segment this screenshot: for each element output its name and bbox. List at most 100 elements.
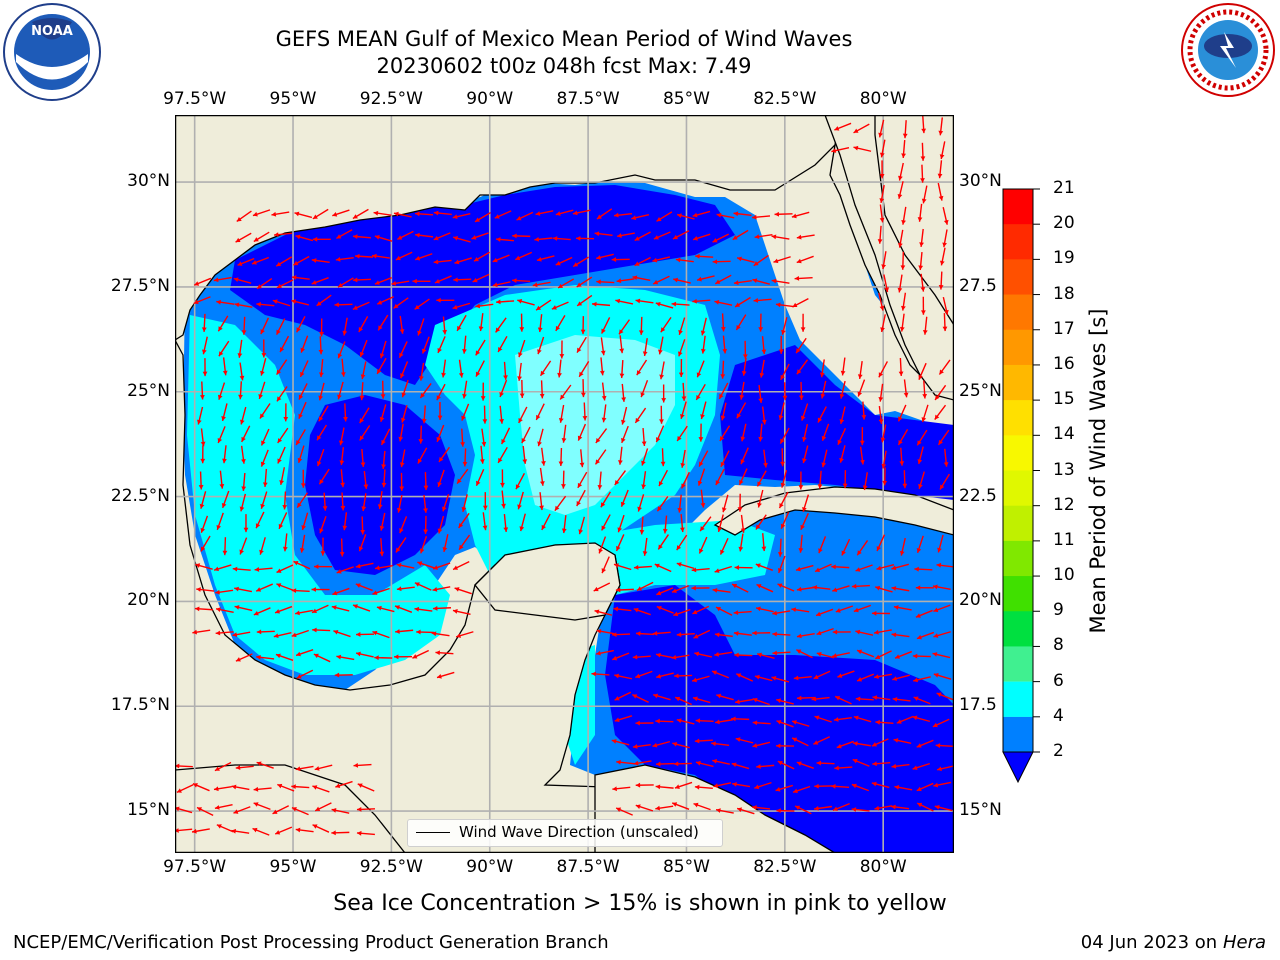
wave-direction-arrow (921, 115, 927, 134)
wave-direction-arrow (256, 302, 275, 307)
band-lt-2-west (305, 395, 455, 575)
wave-direction-arrow (535, 403, 545, 421)
wave-direction-arrow (435, 650, 454, 656)
wave-direction-arrow (232, 566, 251, 572)
wave-direction-arrow (374, 235, 393, 242)
wave-direction-arrow (693, 629, 711, 639)
wave-direction-arrow (293, 255, 310, 266)
wave-direction-arrow (482, 492, 488, 511)
wave-direction-arrow (734, 565, 753, 570)
wave-direction-arrow (312, 208, 329, 220)
lat-tick-label-left: 25°N (127, 380, 170, 401)
wave-direction-arrow (474, 212, 491, 223)
wave-direction-arrow (633, 607, 651, 616)
wave-direction-arrow (193, 296, 211, 305)
wave-direction-arrow (473, 251, 490, 262)
wave-direction-arrow (454, 587, 472, 595)
wave-direction-arrow (937, 160, 943, 179)
wave-direction-arrow (196, 806, 214, 817)
wave-direction-arrow (815, 608, 834, 617)
colorbar-tick-label: 4 (1053, 705, 1064, 726)
wave-direction-arrow (496, 299, 515, 305)
wave-direction-arrow (891, 632, 910, 638)
wave-direction-arrow (615, 587, 634, 593)
wave-direction-arrow (735, 737, 754, 744)
wave-direction-arrow (796, 649, 813, 659)
wave-direction-arrow (918, 471, 926, 490)
wave-direction-arrow (296, 316, 306, 333)
wind-wave-direction-arrows (175, 115, 954, 836)
wave-direction-arrow (215, 589, 234, 595)
wave-direction-arrow (600, 491, 611, 508)
wave-direction-arrow (276, 279, 294, 289)
wave-direction-arrow (275, 653, 294, 661)
wave-direction-arrow (711, 741, 730, 747)
wave-direction-arrow (917, 203, 923, 222)
wave-direction-arrow (761, 336, 767, 355)
wave-direction-arrow (698, 450, 709, 467)
wave-direction-arrow (601, 556, 610, 574)
wave-direction-arrow (501, 490, 506, 509)
wave-direction-arrow (559, 384, 572, 400)
wave-direction-arrow (219, 470, 225, 489)
wave-direction-arrow (676, 562, 695, 570)
wave-direction-arrow (239, 406, 247, 425)
colorbar-cell (1003, 435, 1033, 471)
wave-direction-arrow (352, 208, 369, 220)
wave-direction-arrow (616, 278, 635, 284)
wave-direction-arrow (614, 715, 633, 723)
wave-direction-arrow (503, 513, 509, 533)
wave-direction-arrow (441, 359, 447, 378)
wave-direction-arrow (396, 586, 415, 592)
wave-direction-arrow (796, 761, 814, 769)
wave-direction-arrow (399, 472, 405, 491)
wave-direction-arrow (252, 209, 271, 217)
wave-direction-arrow (537, 314, 543, 333)
wave-direction-arrow (878, 383, 884, 402)
wave-direction-arrow (275, 256, 293, 267)
wave-direction-arrow (539, 492, 544, 511)
wave-direction-arrow (539, 467, 545, 486)
wave-direction-arrow (637, 494, 645, 512)
wave-direction-arrow (243, 514, 249, 533)
wave-direction-arrow (671, 802, 690, 810)
wave-direction-arrow (657, 534, 670, 550)
wave-direction-arrow (591, 301, 611, 307)
wave-direction-arrow (641, 471, 647, 490)
lat-tick-label-left: 17.5°N (110, 695, 170, 716)
wave-direction-arrow (942, 206, 949, 225)
wave-direction-arrow (780, 511, 790, 530)
footer-date: 04 Jun 2023 on Hera (1081, 932, 1266, 953)
wave-direction-arrow (612, 632, 631, 638)
wave-direction-arrow (879, 160, 885, 179)
wave-direction-arrow (337, 381, 344, 400)
wave-direction-arrow (751, 214, 771, 220)
wave-direction-arrow (631, 214, 650, 221)
legend-line-sample (416, 832, 450, 833)
wave-direction-arrow (516, 211, 534, 221)
wave-direction-arrow (899, 447, 905, 466)
wave-direction-arrow (755, 606, 774, 613)
wave-direction-arrow (731, 583, 749, 593)
wave-direction-arrow (921, 404, 929, 423)
wave-direction-arrow (437, 401, 443, 420)
wave-direction-arrow (898, 357, 904, 377)
wave-direction-arrow (372, 630, 390, 639)
wave-direction-arrow (291, 806, 309, 816)
wave-direction-arrow (921, 185, 928, 204)
wave-direction-arrow (576, 294, 593, 307)
wave-direction-arrow (938, 117, 944, 136)
wave-direction-arrow (832, 802, 850, 811)
wave-direction-arrow (218, 340, 230, 357)
wave-direction-arrow (376, 357, 387, 375)
wave-direction-arrow (260, 317, 270, 335)
wave-direction-arrow (922, 380, 928, 399)
wave-direction-arrow (851, 807, 870, 812)
wave-direction-arrow (379, 538, 385, 557)
wave-direction-arrow (176, 784, 194, 794)
wave-direction-arrow (358, 534, 367, 552)
land-cuba (713, 486, 954, 536)
wave-direction-arrow (678, 339, 686, 357)
wave-direction-arrow (736, 807, 755, 815)
wave-direction-arrow (415, 211, 434, 217)
